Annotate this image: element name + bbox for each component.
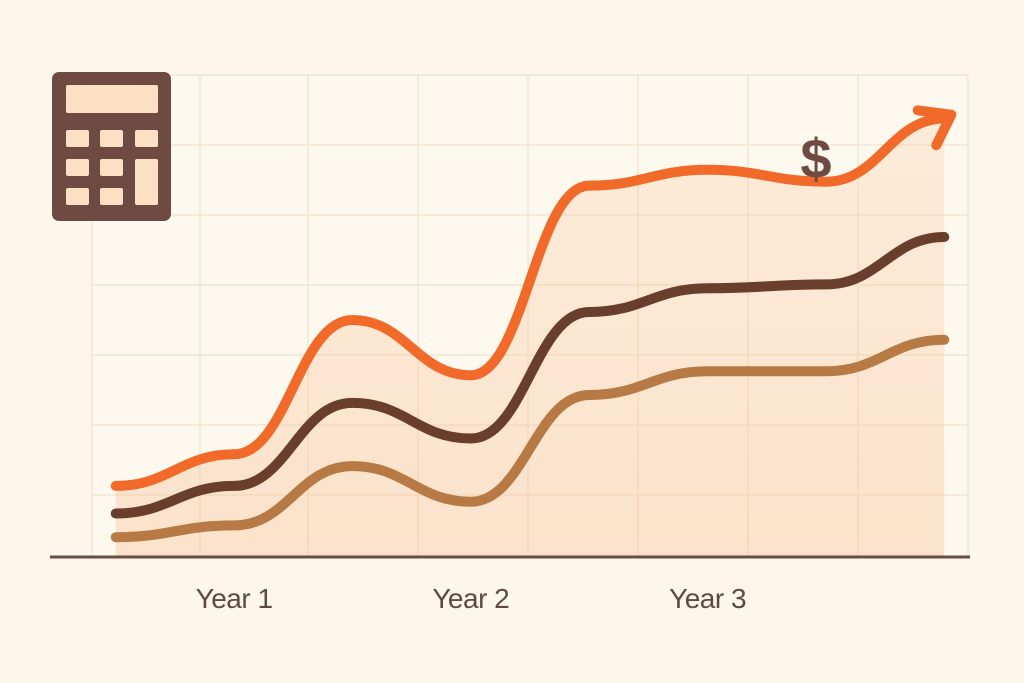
- x-tick-label: Year 3: [669, 583, 746, 614]
- trend-arrowhead: [912, 105, 957, 151]
- calculator-icon: [52, 72, 171, 221]
- area-fill: [115, 118, 945, 557]
- dollar-sign-icon: $: [800, 127, 831, 190]
- x-tick-label: Year 1: [196, 583, 273, 614]
- x-tick-labels: Year 1 Year 2 Year 3: [196, 583, 747, 614]
- series-line-3: [110, 334, 950, 543]
- x-tick-label: Year 2: [432, 583, 509, 614]
- series-line-1: [110, 113, 950, 491]
- series-line-2: [110, 232, 950, 519]
- series-layer: [110, 105, 957, 543]
